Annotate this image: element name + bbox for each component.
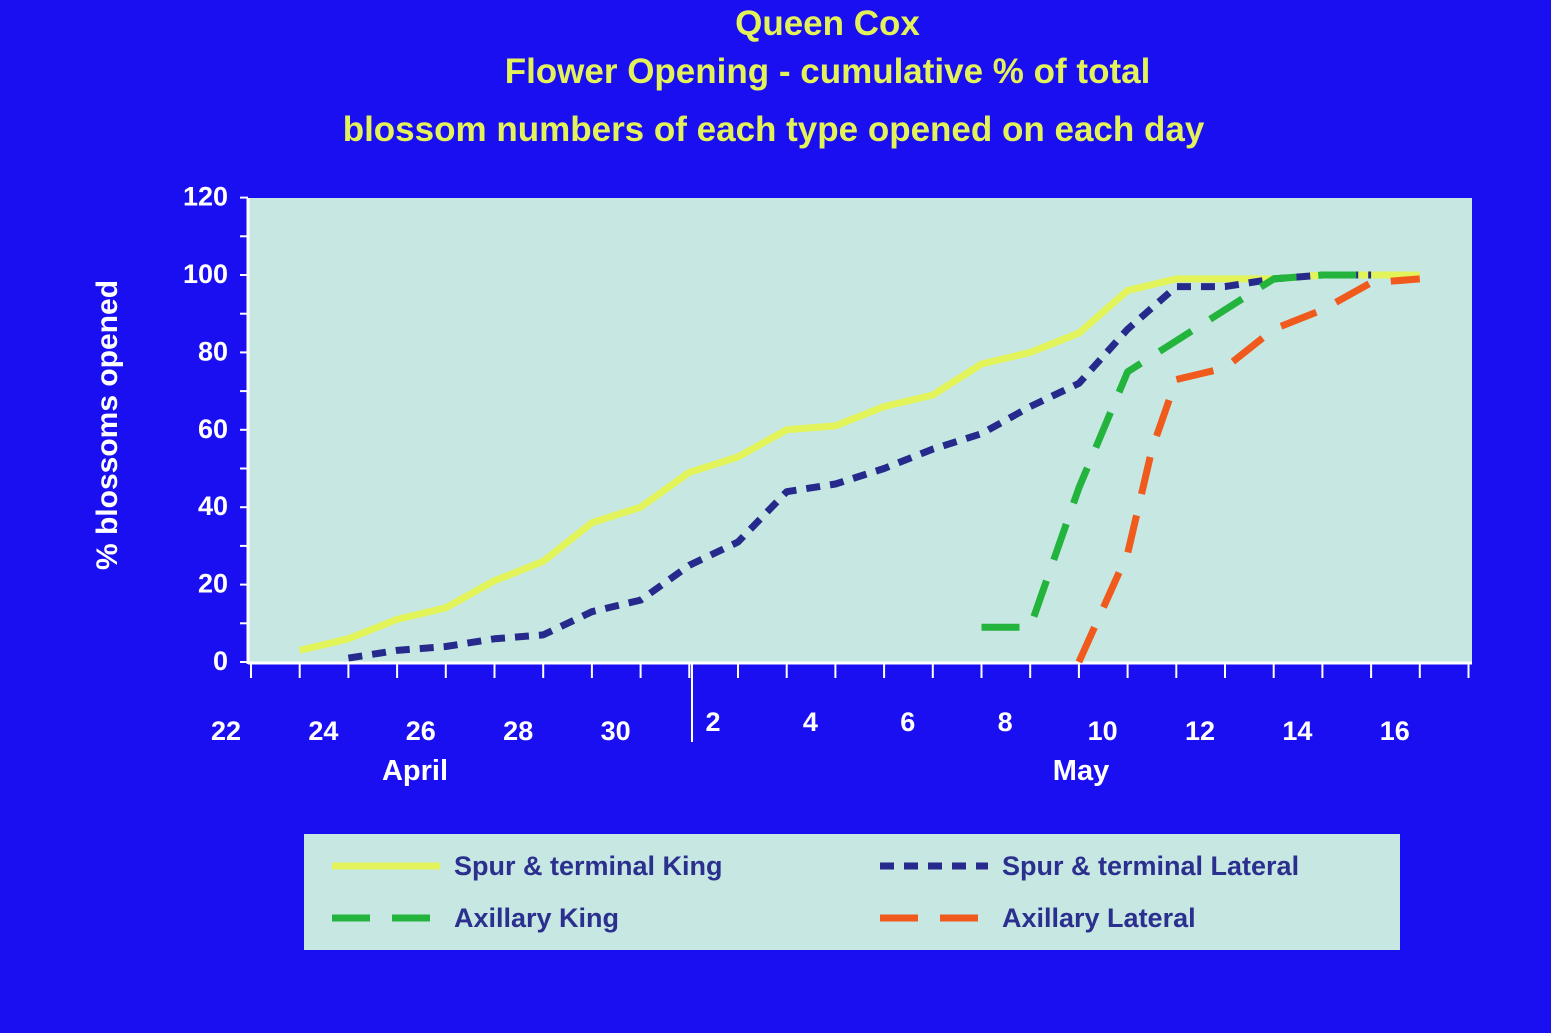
legend-label: Spur & terminal King (454, 851, 723, 881)
x-tick-label: 22 (211, 716, 241, 746)
x-tick-label: 24 (308, 716, 338, 746)
x-tick-label: 4 (803, 707, 818, 737)
y-tick-label: 80 (198, 336, 228, 366)
y-tick-label: 20 (198, 569, 228, 599)
y-tick-label: 120 (183, 182, 228, 212)
series-line-2 (347, 271, 1372, 662)
y-axis-label: % blossoms opened (91, 280, 124, 570)
series-layer (298, 271, 1421, 664)
month-label-may: May (1053, 755, 1109, 787)
x-tick-label: 28 (503, 716, 533, 746)
legend-box (304, 834, 1400, 950)
x-tick-label: 6 (900, 707, 915, 737)
month-label-april: April (382, 755, 448, 787)
axes (240, 196, 1472, 742)
legend-label: Axillary King (454, 903, 619, 933)
x-tick-label: 2 (705, 707, 720, 737)
y-tick-label: 0 (213, 646, 228, 676)
x-tick-label: 14 (1282, 716, 1312, 746)
y-tick-label: 60 (198, 414, 228, 444)
x-tick-label: 26 (406, 716, 436, 746)
x-tick-label: 10 (1088, 716, 1118, 746)
y-tick-label: 100 (183, 259, 228, 289)
legend-label: Spur & terminal Lateral (1002, 851, 1299, 881)
y-tick-label: 40 (198, 491, 228, 521)
series-line-4 (1075, 275, 1421, 664)
chart-title-line-1: Queen Cox (735, 4, 920, 43)
chart-title-line-3: blossom numbers of each type opened on e… (342, 110, 1205, 149)
series-line-1 (298, 271, 1420, 654)
plot-area (248, 198, 1472, 662)
x-tick-label: 8 (998, 707, 1013, 737)
legend: Spur & terminal King Spur & terminal Late… (332, 851, 1299, 933)
chart-title-line-2: Flower Opening - cumulative % of total (504, 52, 1151, 91)
legend-label: Axillary Lateral (1002, 903, 1196, 933)
x-tick-label: 30 (601, 716, 631, 746)
x-tick-label: 16 (1380, 716, 1410, 746)
x-tick-label: 12 (1185, 716, 1215, 746)
